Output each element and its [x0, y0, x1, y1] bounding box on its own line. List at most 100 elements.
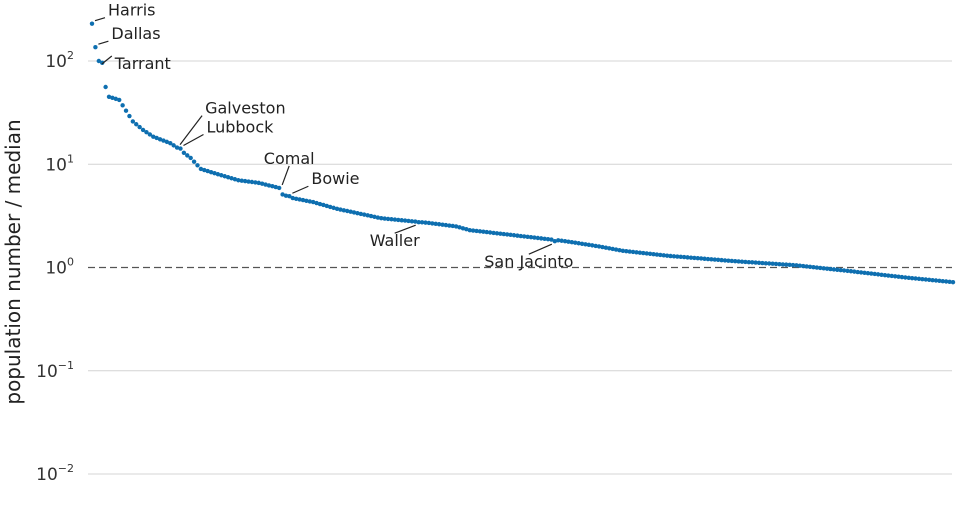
leader-line — [394, 224, 416, 234]
point-label: Comal — [264, 149, 315, 168]
data-point — [181, 150, 187, 155]
data-point — [256, 180, 261, 186]
data-point — [763, 261, 769, 266]
data-point — [450, 223, 455, 229]
data-point — [603, 245, 609, 250]
data-point — [879, 272, 884, 277]
point-label: Bowie — [311, 169, 359, 188]
data-point — [777, 261, 782, 267]
point-label: Lubbock — [206, 118, 274, 137]
data-point — [658, 252, 663, 258]
data-point — [208, 169, 214, 175]
data-point — [872, 271, 877, 277]
data-point — [875, 272, 881, 277]
data-point — [542, 236, 547, 241]
data-point — [348, 209, 353, 214]
data-point — [311, 199, 316, 205]
data-point — [620, 248, 626, 254]
data-point — [283, 193, 289, 198]
data-point — [906, 275, 911, 281]
data-point — [273, 184, 278, 190]
data-point — [399, 218, 404, 223]
data-point — [382, 216, 387, 221]
data-point — [845, 268, 850, 274]
data-point — [818, 265, 823, 271]
data-point — [685, 255, 690, 260]
data-point — [767, 261, 772, 266]
data-point — [869, 271, 874, 276]
data-point — [134, 122, 139, 127]
data-point — [93, 45, 98, 50]
data-point — [532, 235, 537, 240]
data-point — [276, 185, 282, 191]
data-point — [950, 279, 956, 285]
data-point — [586, 242, 592, 248]
data-point — [307, 199, 313, 204]
data-point — [358, 211, 364, 217]
data-point — [889, 273, 894, 279]
data-point — [559, 238, 564, 243]
data-point — [242, 178, 248, 184]
data-point — [933, 278, 939, 283]
data-point — [940, 278, 945, 284]
data-point — [722, 258, 728, 263]
data-point — [896, 274, 901, 279]
data-point — [185, 153, 190, 158]
data-point — [127, 113, 132, 119]
data-point — [324, 203, 330, 209]
data-point — [144, 129, 149, 135]
data-point — [290, 195, 295, 201]
data-point — [770, 261, 775, 266]
data-point — [549, 237, 554, 242]
data-point — [539, 236, 544, 241]
data-point — [695, 256, 700, 261]
data-point — [937, 278, 942, 284]
data-point — [328, 204, 333, 210]
data-point — [743, 259, 748, 265]
data-point — [848, 269, 854, 274]
data-point — [477, 229, 483, 234]
data-point — [841, 268, 847, 273]
data-point — [334, 206, 340, 212]
data-point — [304, 198, 309, 203]
data-point — [147, 132, 153, 137]
data-point — [600, 244, 605, 250]
data-point — [168, 140, 173, 146]
data-point — [579, 241, 585, 246]
point-label: Dallas — [111, 24, 160, 43]
point-label: Waller — [370, 231, 420, 250]
data-point — [498, 231, 503, 236]
data-point — [331, 205, 336, 211]
data-point — [416, 219, 421, 225]
y-tick-label: 101 — [45, 152, 74, 175]
data-point — [433, 221, 438, 227]
data-point — [617, 248, 622, 253]
data-point — [624, 249, 629, 254]
data-point — [164, 139, 170, 145]
point-label: Tarrant — [114, 54, 171, 73]
leader-line — [101, 55, 113, 65]
grid-lines — [88, 60, 952, 475]
data-point — [409, 219, 415, 224]
data-point — [736, 259, 741, 264]
data-point — [545, 236, 551, 242]
point-label: San Jacinto — [484, 252, 573, 271]
data-point — [522, 234, 527, 239]
data-point — [709, 257, 714, 262]
data-point — [852, 269, 857, 274]
data-point — [96, 58, 102, 64]
data-point — [457, 225, 462, 230]
data-point — [300, 197, 306, 203]
data-point — [470, 228, 476, 233]
data-point — [345, 208, 350, 214]
data-point — [801, 263, 806, 269]
data-point — [947, 279, 952, 285]
data-point — [882, 272, 888, 278]
data-point — [828, 266, 833, 272]
data-point — [698, 256, 704, 261]
y-tick-label: 100 — [45, 256, 74, 279]
data-point — [556, 238, 561, 243]
leader-line — [528, 243, 553, 255]
data-point — [460, 226, 466, 231]
data-point — [120, 103, 125, 108]
